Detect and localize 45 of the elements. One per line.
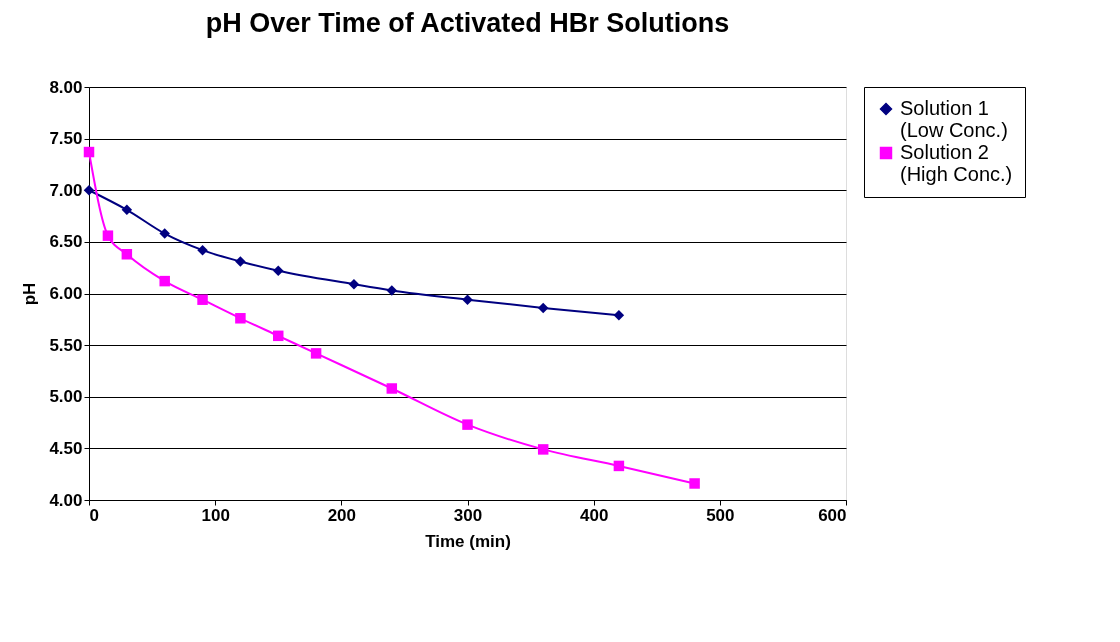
point: [462, 294, 473, 305]
point: [462, 419, 473, 430]
y-tick-label: 4.50: [49, 438, 83, 458]
point: [102, 230, 114, 241]
y-tick-label: 6.50: [49, 232, 83, 252]
y-tick-label: 5.50: [49, 335, 83, 355]
point: [613, 460, 625, 472]
x-tick-label: 400: [579, 505, 609, 525]
legend-label: Solution 2 (High Conc.): [900, 141, 1013, 185]
y-axis-title: pH: [20, 282, 40, 306]
point: [83, 146, 95, 158]
point: [235, 256, 246, 267]
x-tick-label: 100: [201, 505, 230, 525]
x-tick-label: 600: [818, 505, 847, 525]
point: [689, 478, 700, 489]
x-tick-label: 300: [453, 505, 483, 525]
legend-label: Solution 1 (Low Conc.): [900, 97, 1008, 141]
chart-title: pH Over Time of Activated HBr Solutions: [205, 8, 730, 38]
point: [348, 278, 360, 290]
y-tick-label: 8.00: [49, 77, 83, 97]
point: [273, 330, 284, 342]
x-tick-label: 0: [89, 505, 99, 525]
point: [121, 204, 133, 216]
x-axis-title: Time (min): [425, 531, 511, 551]
y-tick-label: 4.00: [49, 490, 83, 510]
point: [613, 309, 625, 321]
point: [386, 285, 398, 296]
y-tick-label: 7.50: [49, 129, 83, 149]
point: [197, 294, 208, 305]
y-tick-label: 5.00: [49, 387, 83, 407]
point: [386, 383, 398, 394]
point: [273, 265, 284, 277]
point: [310, 348, 322, 359]
point: [83, 185, 95, 196]
point: [159, 275, 170, 287]
y-tick-label: 6.00: [49, 284, 83, 303]
point: [159, 228, 170, 239]
x-tick-label: 500: [706, 505, 735, 525]
x-tick-label: 200: [327, 505, 357, 525]
y-tick-label: 7.00: [49, 180, 83, 200]
point: [197, 244, 208, 256]
point: [537, 302, 549, 314]
point: [121, 249, 133, 260]
point: [235, 313, 246, 324]
point: [537, 444, 549, 455]
